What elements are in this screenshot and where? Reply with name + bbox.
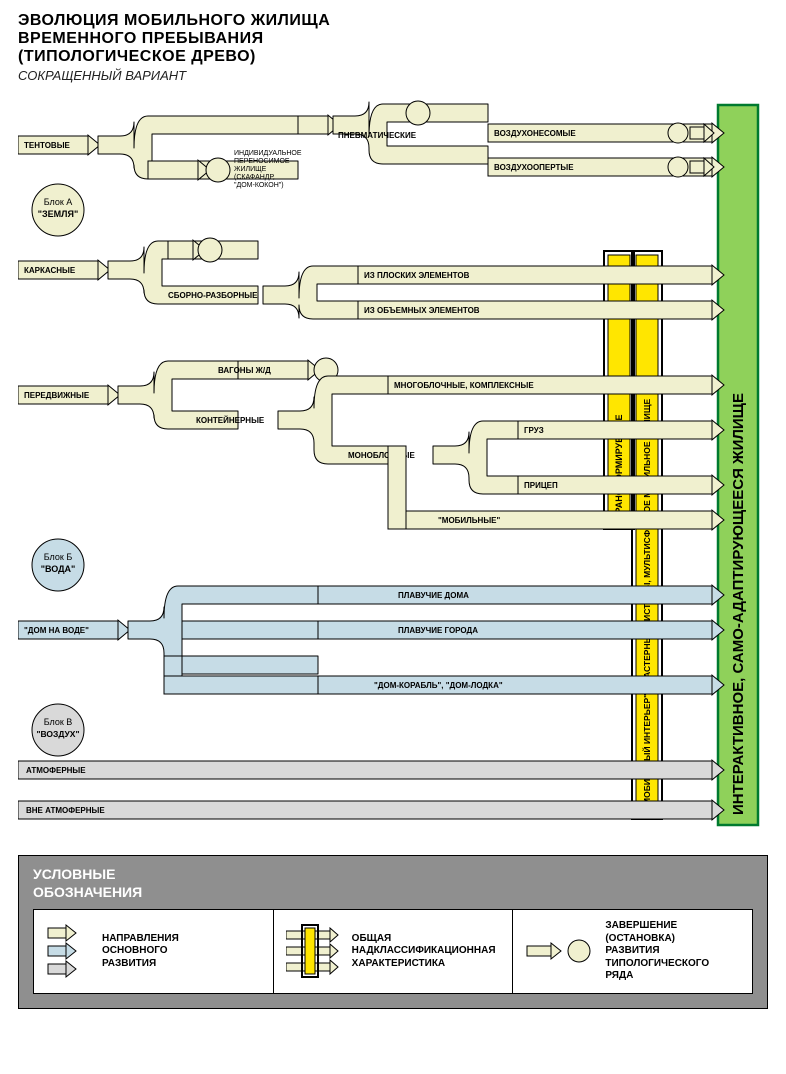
svg-text:ИНТЕРАКТИВНОЕ, САМО-АДАПТИРУЮЩ: ИНТЕРАКТИВНОЕ, САМО-АДАПТИРУЮЩЕЕСЯ ЖИЛИЩ… — [730, 393, 747, 815]
legend-row: НАПРАВЛЕНИЯ ОСНОВНОГО РАЗВИТИЯ ОБЩАЯ НАД… — [33, 909, 753, 994]
svg-text:"ДОМ НА ВОДЕ": "ДОМ НА ВОДЕ" — [24, 626, 89, 635]
svg-text:ВОЗДУХОНЕСОМЫЕ: ВОЗДУХОНЕСОМЫЕ — [494, 129, 576, 138]
diagram: ИНТЕРАКТИВНОЕ, САМО-АДАПТИРУЮЩЕЕСЯ ЖИЛИЩ… — [18, 95, 768, 835]
legend-text-2: ОБЩАЯ НАДКЛАССИФИКАЦИОННАЯ ХАРАКТЕРИСТИК… — [352, 933, 496, 971]
svg-text:"ДОМ-КОРАБЛЬ", "ДОМ-ЛОДКА": "ДОМ-КОРАБЛЬ", "ДОМ-ЛОДКА" — [374, 681, 503, 690]
title-block: ЭВОЛЮЦИЯ МОБИЛЬНОГО ЖИЛИЩА ВРЕМЕННОГО ПР… — [18, 12, 768, 83]
legend-arrows-icon — [46, 921, 92, 981]
legend-stop-icon — [525, 931, 595, 971]
svg-text:ГРУЗ: ГРУЗ — [524, 426, 544, 435]
svg-text:КАРКАСНЫЕ: КАРКАСНЫЕ — [24, 266, 76, 275]
svg-text:ВНЕ АТМОФЕРНЫЕ: ВНЕ АТМОФЕРНЫЕ — [26, 806, 105, 815]
legend-heading-2: ОБОЗНАЧЕНИЯ — [33, 884, 142, 900]
svg-text:СБОРНО-РАЗБОРНЫЕ: СБОРНО-РАЗБОРНЫЕ — [168, 291, 258, 300]
legend-cell-1: НАПРАВЛЕНИЯ ОСНОВНОГО РАЗВИТИЯ — [34, 910, 274, 993]
svg-text:"ВОЗДУХ": "ВОЗДУХ" — [36, 729, 79, 739]
title-line-3: (ТИПОЛОГИЧЕСКОЕ ДРЕВО) — [18, 48, 768, 66]
legend-yellowbar-icon — [286, 921, 342, 981]
title-line-2: ВРЕМЕННОГО ПРЕБЫВАНИЯ — [18, 30, 768, 48]
svg-text:МНОГОБЛОЧНЫЕ, КОМПЛЕКСНЫЕ: МНОГОБЛОЧНЫЕ, КОМПЛЕКСНЫЕ — [394, 381, 534, 390]
svg-text:ПРИЦЕП: ПРИЦЕП — [524, 481, 558, 490]
svg-text:КОНТЕЙНЕРНЫЕ: КОНТЕЙНЕРНЫЕ — [196, 416, 265, 425]
svg-text:ВОЗДУХООПЕРТЫЕ: ВОЗДУХООПЕРТЫЕ — [494, 163, 574, 172]
svg-text:ПЛАВУЧИЕ ДОМА: ПЛАВУЧИЕ ДОМА — [398, 591, 469, 600]
legend-heading-1: УСЛОВНЫЕ — [33, 866, 115, 882]
svg-text:Блок Б: Блок Б — [44, 552, 73, 562]
svg-text:"ВОДА": "ВОДА" — [41, 564, 76, 574]
svg-text:Блок А: Блок А — [44, 197, 73, 207]
svg-text:"МОБИЛЬНЫЕ": "МОБИЛЬНЫЕ" — [438, 516, 500, 525]
svg-text:ТЕНТОВЫЕ: ТЕНТОВЫЕ — [24, 141, 71, 150]
legend-cell-3: ЗАВЕРШЕНИЕ (ОСТАНОВКА) РАЗВИТИЯ ТИПОЛОГИ… — [513, 910, 752, 993]
svg-text:АТМОФЕРНЫЕ: АТМОФЕРНЫЕ — [26, 766, 86, 775]
svg-text:ПЕРЕДВИЖНЫЕ: ПЕРЕДВИЖНЫЕ — [24, 391, 90, 400]
svg-text:ИЗ ПЛОСКИХ ЭЛЕМЕНТОВ: ИЗ ПЛОСКИХ ЭЛЕМЕНТОВ — [364, 271, 470, 280]
svg-text:ИЗ ОБЪЕМНЫХ ЭЛЕМЕНТОВ: ИЗ ОБЪЕМНЫХ ЭЛЕМЕНТОВ — [364, 306, 480, 315]
title-line-1: ЭВОЛЮЦИЯ МОБИЛЬНОГО ЖИЛИЩА — [18, 12, 768, 30]
legend-text-3: ЗАВЕРШЕНИЕ (ОСТАНОВКА) РАЗВИТИЯ ТИПОЛОГИ… — [605, 920, 709, 983]
legend-title: УСЛОВНЫЕ ОБОЗНАЧЕНИЯ — [33, 866, 753, 901]
legend-cell-2: ОБЩАЯ НАДКЛАССИФИКАЦИОННАЯ ХАРАКТЕРИСТИК… — [274, 910, 514, 993]
svg-text:ПНЕВМАТИЧЕСКИЕ: ПНЕВМАТИЧЕСКИЕ — [338, 131, 417, 140]
svg-text:ВАГОНЫ Ж/Д: ВАГОНЫ Ж/Д — [218, 366, 271, 375]
subtitle: СОКРАЩЕННЫЙ ВАРИАНТ — [18, 68, 768, 83]
svg-text:"ЗЕМЛЯ": "ЗЕМЛЯ" — [38, 209, 78, 219]
legend: УСЛОВНЫЕ ОБОЗНАЧЕНИЯ НАПРАВЛЕНИЯ ОСНОВНО… — [18, 855, 768, 1009]
svg-text:ПЛАВУЧИЕ ГОРОДА: ПЛАВУЧИЕ ГОРОДА — [398, 626, 478, 635]
svg-text:Блок В: Блок В — [44, 717, 73, 727]
legend-text-1: НАПРАВЛЕНИЯ ОСНОВНОГО РАЗВИТИЯ — [102, 933, 179, 971]
